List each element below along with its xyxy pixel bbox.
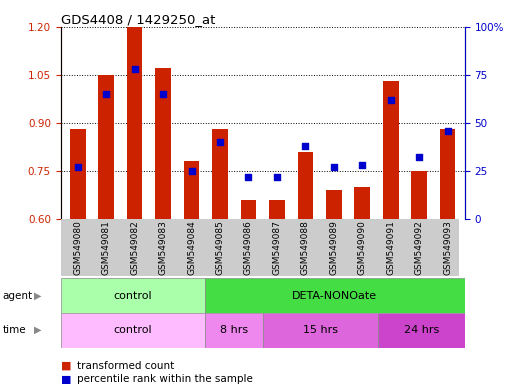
Text: ■: ■ [61, 374, 71, 384]
Text: DETA-NONOate: DETA-NONOate [292, 291, 378, 301]
Text: GSM549082: GSM549082 [130, 220, 139, 275]
Text: GSM549093: GSM549093 [443, 220, 452, 275]
Bar [354, 187, 370, 219]
Bar [383, 81, 399, 219]
Text: time: time [3, 325, 26, 335]
Text: GSM549091: GSM549091 [386, 220, 395, 275]
Bar [297, 152, 313, 219]
Text: ▶: ▶ [34, 325, 42, 335]
Text: GSM549089: GSM549089 [329, 220, 338, 275]
Bar [70, 129, 86, 219]
Bar [184, 161, 200, 219]
Point [102, 91, 110, 97]
Text: GSM549081: GSM549081 [102, 220, 111, 275]
Bar [263, 313, 378, 348]
Point [329, 164, 338, 170]
Bar [326, 190, 342, 219]
Text: ■: ■ [61, 361, 71, 371]
Point [244, 174, 253, 180]
Point [301, 143, 309, 149]
Bar [241, 200, 256, 219]
Point [386, 97, 395, 103]
Point [216, 139, 224, 145]
Text: 8 hrs: 8 hrs [220, 325, 248, 335]
Text: 24 hrs: 24 hrs [404, 325, 439, 335]
Bar [98, 75, 114, 219]
Bar [378, 313, 465, 348]
Point [73, 164, 82, 170]
Bar [440, 129, 455, 219]
Text: GSM549084: GSM549084 [187, 220, 196, 275]
Text: GSM549087: GSM549087 [272, 220, 281, 275]
Text: 15 hrs: 15 hrs [303, 325, 338, 335]
Text: GSM549086: GSM549086 [244, 220, 253, 275]
Text: GSM549080: GSM549080 [73, 220, 82, 275]
Text: control: control [114, 291, 152, 301]
Text: GSM549088: GSM549088 [301, 220, 310, 275]
Point [159, 91, 167, 97]
Point [415, 154, 423, 161]
Bar [411, 171, 427, 219]
Text: GSM549090: GSM549090 [358, 220, 367, 275]
Bar [212, 129, 228, 219]
Text: GSM549083: GSM549083 [158, 220, 167, 275]
Bar [155, 68, 171, 219]
Text: percentile rank within the sample: percentile rank within the sample [77, 374, 252, 384]
Point [187, 168, 196, 174]
Point [358, 162, 366, 168]
Text: transformed count: transformed count [77, 361, 174, 371]
Text: GDS4408 / 1429250_at: GDS4408 / 1429250_at [61, 13, 215, 26]
Point [272, 174, 281, 180]
Bar [61, 313, 205, 348]
Bar [61, 278, 205, 313]
Text: agent: agent [3, 291, 33, 301]
Text: control: control [114, 325, 152, 335]
Point [444, 127, 452, 134]
Bar [269, 200, 285, 219]
Bar [205, 278, 465, 313]
Point [130, 66, 139, 72]
Text: GSM549092: GSM549092 [414, 220, 423, 275]
Bar [205, 313, 262, 348]
Text: GSM549085: GSM549085 [215, 220, 224, 275]
Text: ▶: ▶ [34, 291, 42, 301]
Bar [127, 27, 143, 219]
